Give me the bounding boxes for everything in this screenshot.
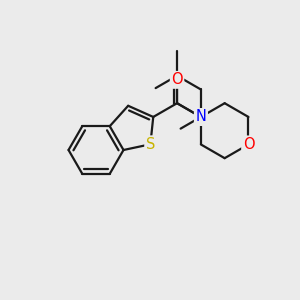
Text: O: O bbox=[243, 137, 254, 152]
Text: S: S bbox=[146, 137, 155, 152]
Text: N: N bbox=[195, 110, 206, 124]
Text: O: O bbox=[171, 72, 183, 87]
Text: N: N bbox=[195, 110, 206, 124]
Text: N: N bbox=[195, 110, 206, 124]
